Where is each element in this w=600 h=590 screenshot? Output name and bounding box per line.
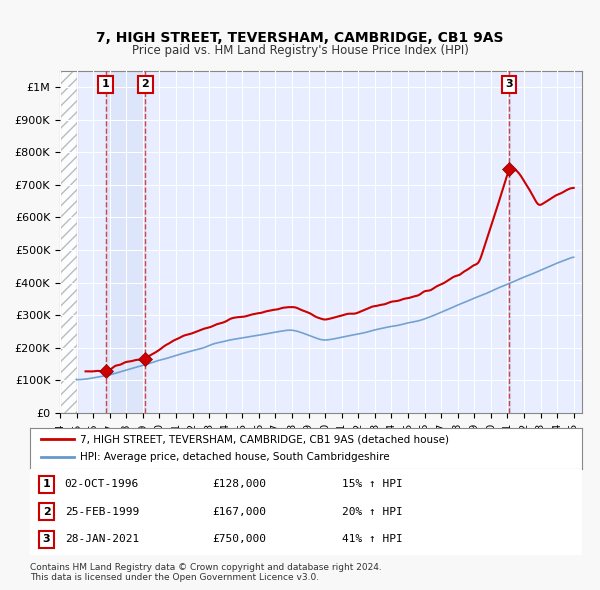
Text: 7, HIGH STREET, TEVERSHAM, CAMBRIDGE, CB1 9AS: 7, HIGH STREET, TEVERSHAM, CAMBRIDGE, CB… <box>96 31 504 45</box>
Text: 1: 1 <box>101 80 109 90</box>
Text: 15% ↑ HPI: 15% ↑ HPI <box>342 480 403 490</box>
Text: 02-OCT-1996: 02-OCT-1996 <box>65 480 139 490</box>
Text: 2: 2 <box>142 80 149 90</box>
Bar <box>43 54 77 413</box>
Text: 1: 1 <box>43 480 50 490</box>
Text: 7, HIGH STREET, TEVERSHAM, CAMBRIDGE, CB1 9AS (detached house): 7, HIGH STREET, TEVERSHAM, CAMBRIDGE, CB… <box>80 434 449 444</box>
Text: HPI: Average price, detached house, South Cambridgeshire: HPI: Average price, detached house, Sout… <box>80 453 389 463</box>
Text: 3: 3 <box>43 534 50 544</box>
Bar <box>508 71 510 413</box>
Text: 3: 3 <box>505 80 512 90</box>
Text: 25-FEB-1999: 25-FEB-1999 <box>65 507 139 517</box>
Text: 20% ↑ HPI: 20% ↑ HPI <box>342 507 403 517</box>
Text: 41% ↑ HPI: 41% ↑ HPI <box>342 534 403 544</box>
Text: Contains HM Land Registry data © Crown copyright and database right 2024.
This d: Contains HM Land Registry data © Crown c… <box>30 563 382 582</box>
Text: £750,000: £750,000 <box>213 534 267 544</box>
Text: £128,000: £128,000 <box>213 480 267 490</box>
Text: £167,000: £167,000 <box>213 507 267 517</box>
Bar <box>106 71 145 413</box>
Text: 2: 2 <box>43 507 50 517</box>
Bar <box>43 71 77 413</box>
Text: Price paid vs. HM Land Registry's House Price Index (HPI): Price paid vs. HM Land Registry's House … <box>131 44 469 57</box>
Text: 28-JAN-2021: 28-JAN-2021 <box>65 534 139 544</box>
